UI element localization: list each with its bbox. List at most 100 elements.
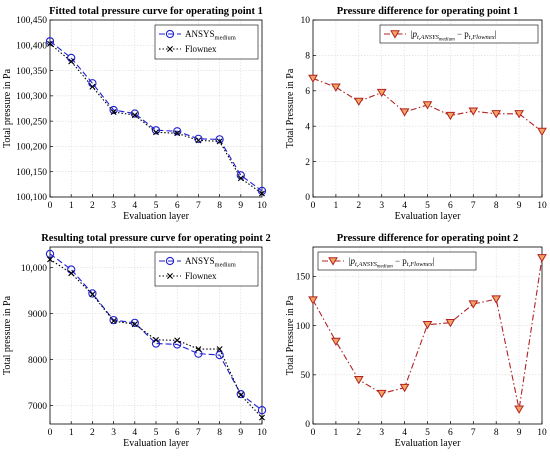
data-point-1 [68,270,75,277]
data-point-legend [328,257,338,266]
chart-panel-3: 0 1 2 3 4 5 6 7 8 9 10 7000 8000 9000 10,000 Resulting … [2,233,271,449]
x-tick-label: 6 [448,201,453,211]
data-point-8 [491,110,502,119]
y-tick-label: 10,000 [21,264,47,274]
x-tick-label: 9 [238,201,243,211]
data-point-3 [109,315,118,325]
legend: ANSYSmedium Flownex [154,24,259,60]
chart-panel-2: 0 1 2 3 4 5 6 7 8 9 10 0 2 4 6 8 10 Pressure difference f… [285,6,547,222]
data-point-9 [237,392,244,399]
x-tick-label: 1 [334,201,339,211]
y-tick-label: 10 [301,16,311,26]
series-2 [47,40,265,197]
y-tick-label: 100,300 [16,92,47,102]
x-tick-label: 7 [471,428,476,438]
y-tick-label: 100,350 [16,67,47,77]
chart-title: Pressure difference for operating point … [337,6,519,17]
x-tick-label: 2 [90,201,95,211]
y-tick-label: 100,400 [16,41,47,51]
data-point-10 [259,414,265,421]
x-tick-label: 7 [471,201,476,211]
series-line [49,40,263,192]
data-point-3 [110,109,117,116]
legend-box [317,251,477,271]
x-axis-label: Evaluation layer [123,438,189,449]
data-point-2 [353,97,364,107]
y-tick-label: 100,150 [16,168,47,178]
series-line [49,253,263,411]
x-tick-label: 5 [425,201,430,211]
y-axis-label: Total pressure in Pa [2,68,13,148]
series-1 [308,74,547,137]
legend-entry: |pt,ANSYSmedium − pt,Flownex| [410,29,497,43]
chart-title: Fitted total pressure curve for operatin… [49,6,263,17]
x-tick-label: 5 [154,428,159,438]
x-tick-label: 10 [257,201,267,211]
data-point-0 [308,74,318,83]
y-tick-label: 6 [305,87,310,97]
x-tick-label: 7 [196,428,201,438]
data-point-legend [165,29,175,39]
x-tick-label: 5 [154,201,159,211]
x-tick-label: 4 [402,201,407,211]
data-point-6 [445,319,456,328]
y-tick-label: 9000 [28,310,47,320]
x-tick-label: 2 [90,428,95,438]
legend: |pt,ANSYSmedium − pt,Flownex| [379,24,539,44]
data-point-6 [173,127,182,136]
data-point-1 [68,58,75,65]
data-point-7 [195,346,202,353]
x-tick-label: 9 [517,201,522,211]
data-point-6 [174,337,181,344]
series-1 [45,249,267,415]
x-tick-label: 1 [334,428,339,438]
legend: ANSYSmedium Flownex [154,251,259,287]
data-point-3 [109,105,118,115]
data-point-legend [167,46,173,52]
data-point-8 [215,135,224,144]
data-point-0 [47,40,53,47]
data-point-5 [153,336,159,343]
x-tick-label: 3 [379,201,384,211]
x-tick-label: 2 [356,428,361,438]
data-point-9 [236,389,245,399]
x-tick-label: 0 [311,201,316,211]
data-point-3 [376,389,387,399]
y-axis-label: Total Pressure in Pa [285,68,296,148]
x-tick-label: 8 [494,201,499,211]
data-point-10 [257,186,267,196]
data-point-7 [468,107,479,116]
legend-box [379,24,539,44]
legend: |pt,ANSYSmedium − pt,Flownex| [317,251,477,271]
data-point-7 [194,349,203,358]
data-point-5 [422,320,433,330]
data-point-4 [399,383,410,393]
y-tick-label: 50 [301,371,311,381]
data-point-0 [45,249,55,259]
y-tick-label: 7000 [28,402,47,412]
series-1 [308,254,547,414]
x-tick-label: 6 [175,428,180,438]
x-tick-label: 4 [132,428,137,438]
x-tick-label: 3 [379,428,384,438]
x-tick-label: 10 [257,428,267,438]
data-point-8 [216,138,223,145]
y-tick-label: 100,200 [16,143,47,153]
x-tick-label: 8 [217,428,222,438]
x-tick-label: 8 [494,428,499,438]
y-tick-label: 8000 [28,356,47,366]
data-point-5 [422,101,433,110]
y-tick-label: 8 [305,52,310,62]
data-point-4 [130,109,139,118]
data-point-7 [195,137,202,144]
data-point-3 [376,88,387,98]
x-axis-label: Evaluation layer [395,211,461,222]
chart-title: Pressure difference for operating point … [337,233,519,244]
data-point-8 [491,295,502,304]
legend-entry: ANSYSmedium [185,256,236,269]
y-tick-label: 0 [305,420,310,430]
y-tick-label: 100,250 [16,117,47,127]
chart-panel-1: 0 1 2 3 4 5 6 7 8 9 10 100,100 100,150 100,200 100,250… [2,6,267,222]
